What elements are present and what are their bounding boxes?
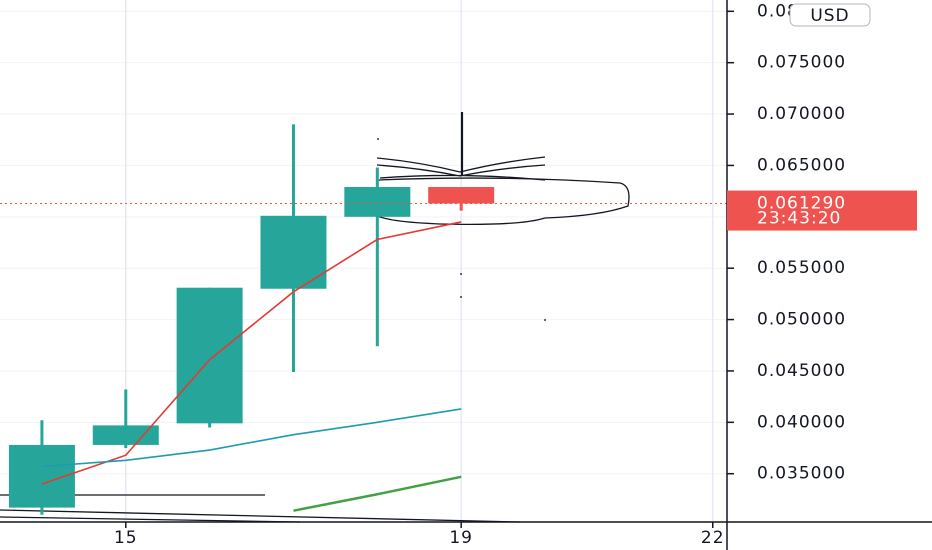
x-tick-label: 19 (449, 528, 473, 548)
candle-body (176, 287, 243, 424)
overlay-line (41, 408, 462, 468)
currency-label: USD (810, 6, 849, 26)
candle-body (428, 187, 495, 204)
trend-line (0, 516, 301, 523)
candle-body (260, 215, 327, 289)
y-tick-label: 0.035000 (757, 464, 846, 484)
y-tick-label: 0.050000 (757, 310, 846, 330)
trend-line (0, 509, 521, 523)
y-tick-label: 0.065000 (757, 155, 846, 175)
x-tick-label: 22 (701, 528, 725, 548)
overlay-line (41, 221, 462, 485)
y-tick-label: 0.055000 (757, 258, 846, 278)
overlay-line (293, 475, 462, 512)
annotation-scribble (377, 177, 630, 226)
y-tick-label: 0.070000 (757, 104, 846, 124)
countdown-label: 23:43:20 (757, 209, 841, 229)
last-price-box (727, 190, 917, 231)
y-tick-label: 0.040000 (757, 412, 846, 432)
x-tick-label: 15 (114, 528, 138, 548)
marks (0, 124, 727, 515)
y-tick-label: 0.075000 (757, 53, 846, 73)
candle-body (344, 187, 411, 217)
last-price-label: 0.061290 (757, 194, 846, 214)
candle-body (92, 425, 159, 445)
labels: 0.0800000.0750000.0700000.0650000.060000… (114, 1, 917, 548)
currency-box (789, 3, 871, 27)
y-tick-label: 0.045000 (757, 361, 846, 381)
currency-badge: USD (789, 3, 871, 27)
